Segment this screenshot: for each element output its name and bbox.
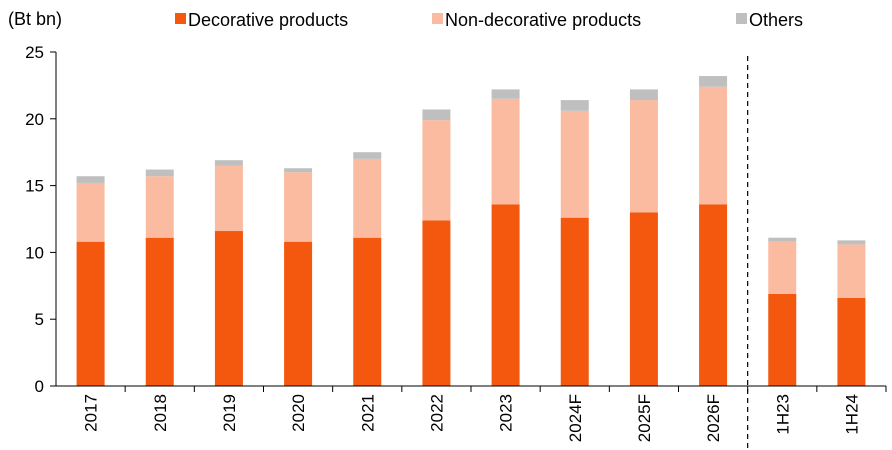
bar-1H23-series-0 — [768, 293, 797, 386]
bar-2025F-series-1 — [629, 100, 658, 213]
x-tick-label-2022: 2022 — [427, 394, 446, 432]
x-tick-label-2026F: 2026F — [704, 394, 723, 442]
bar-1H23-series-1 — [768, 241, 797, 294]
y-axis-unit-label: (Bt bn) — [8, 9, 62, 29]
y-tick-label-3: 15 — [25, 177, 44, 196]
bar-1H24-series-2 — [837, 240, 866, 245]
x-tick-label-2025F: 2025F — [635, 394, 654, 442]
x-tick-label-1H24: 1H24 — [842, 394, 861, 435]
bar-2021-series-1 — [353, 158, 382, 238]
bar-2017-series-2 — [76, 176, 105, 183]
bar-2017-series-0 — [76, 241, 105, 386]
bar-2023-series-1 — [491, 98, 520, 205]
y-tick-label-1: 5 — [35, 310, 44, 329]
bar-2018-series-1 — [145, 176, 174, 238]
bar-2021-series-0 — [353, 237, 382, 386]
legend: Decorative products Non-decorative produc… — [175, 10, 803, 30]
bar-2020-series-0 — [284, 241, 313, 386]
bar-2019-series-0 — [214, 231, 243, 386]
y-tick-label-4: 20 — [25, 110, 44, 129]
bar-2023-series-2 — [491, 89, 520, 99]
bar-2022-series-2 — [422, 109, 451, 121]
bar-2024F-series-2 — [560, 100, 589, 111]
bars — [76, 56, 866, 450]
bar-2020-series-2 — [284, 168, 313, 173]
bar-2024F-series-0 — [560, 217, 589, 386]
y-tick-label-2: 10 — [25, 243, 44, 262]
x-tick-label-2020: 2020 — [289, 394, 308, 432]
bar-2022-series-1 — [422, 120, 451, 221]
bar-2024F-series-1 — [560, 110, 589, 218]
bar-2023-series-0 — [491, 204, 520, 386]
x-tick-label-2024F: 2024F — [566, 394, 585, 442]
bar-2026F-series-1 — [699, 86, 728, 205]
legend-label-1: Non-decorative products — [445, 10, 641, 30]
bar-2019-series-2 — [214, 160, 243, 166]
bar-2026F-series-0 — [699, 204, 728, 386]
bar-1H24-series-0 — [837, 297, 866, 386]
bar-1H24-series-1 — [837, 244, 866, 298]
bar-2018-series-0 — [145, 237, 174, 386]
legend-label-0: Decorative products — [188, 10, 348, 30]
legend-swatch-0 — [175, 13, 186, 24]
bar-2020-series-1 — [284, 172, 313, 242]
x-tick-label-1H23: 1H23 — [773, 394, 792, 435]
bar-2021-series-2 — [353, 152, 382, 159]
legend-label-2: Others — [749, 10, 803, 30]
bar-2026F-series-2 — [699, 76, 728, 87]
bar-2017-series-1 — [76, 182, 105, 242]
x-tick-label-2018: 2018 — [151, 394, 170, 432]
x-tick-label-2017: 2017 — [82, 394, 101, 432]
legend-swatch-2 — [736, 13, 747, 24]
y-tick-label-0: 0 — [35, 377, 44, 396]
y-axis: 0 5 10 15 20 25 — [25, 43, 57, 396]
x-tick-label-2021: 2021 — [358, 394, 377, 432]
bar-2019-series-1 — [214, 165, 243, 232]
x-tick-label-2019: 2019 — [220, 394, 239, 432]
bar-2025F-series-2 — [629, 89, 658, 101]
legend-swatch-1 — [432, 13, 443, 24]
bar-1H23-series-2 — [768, 237, 797, 242]
bar-2022-series-0 — [422, 220, 451, 386]
x-tick-label-2023: 2023 — [497, 394, 516, 432]
y-tick-label-5: 25 — [25, 43, 44, 62]
bar-2018-series-2 — [145, 169, 174, 177]
bar-2025F-series-0 — [629, 212, 658, 386]
x-axis: 2017 2018 2019 2020 2021 2022 2023 2024F 2025F 20… — [56, 385, 887, 442]
